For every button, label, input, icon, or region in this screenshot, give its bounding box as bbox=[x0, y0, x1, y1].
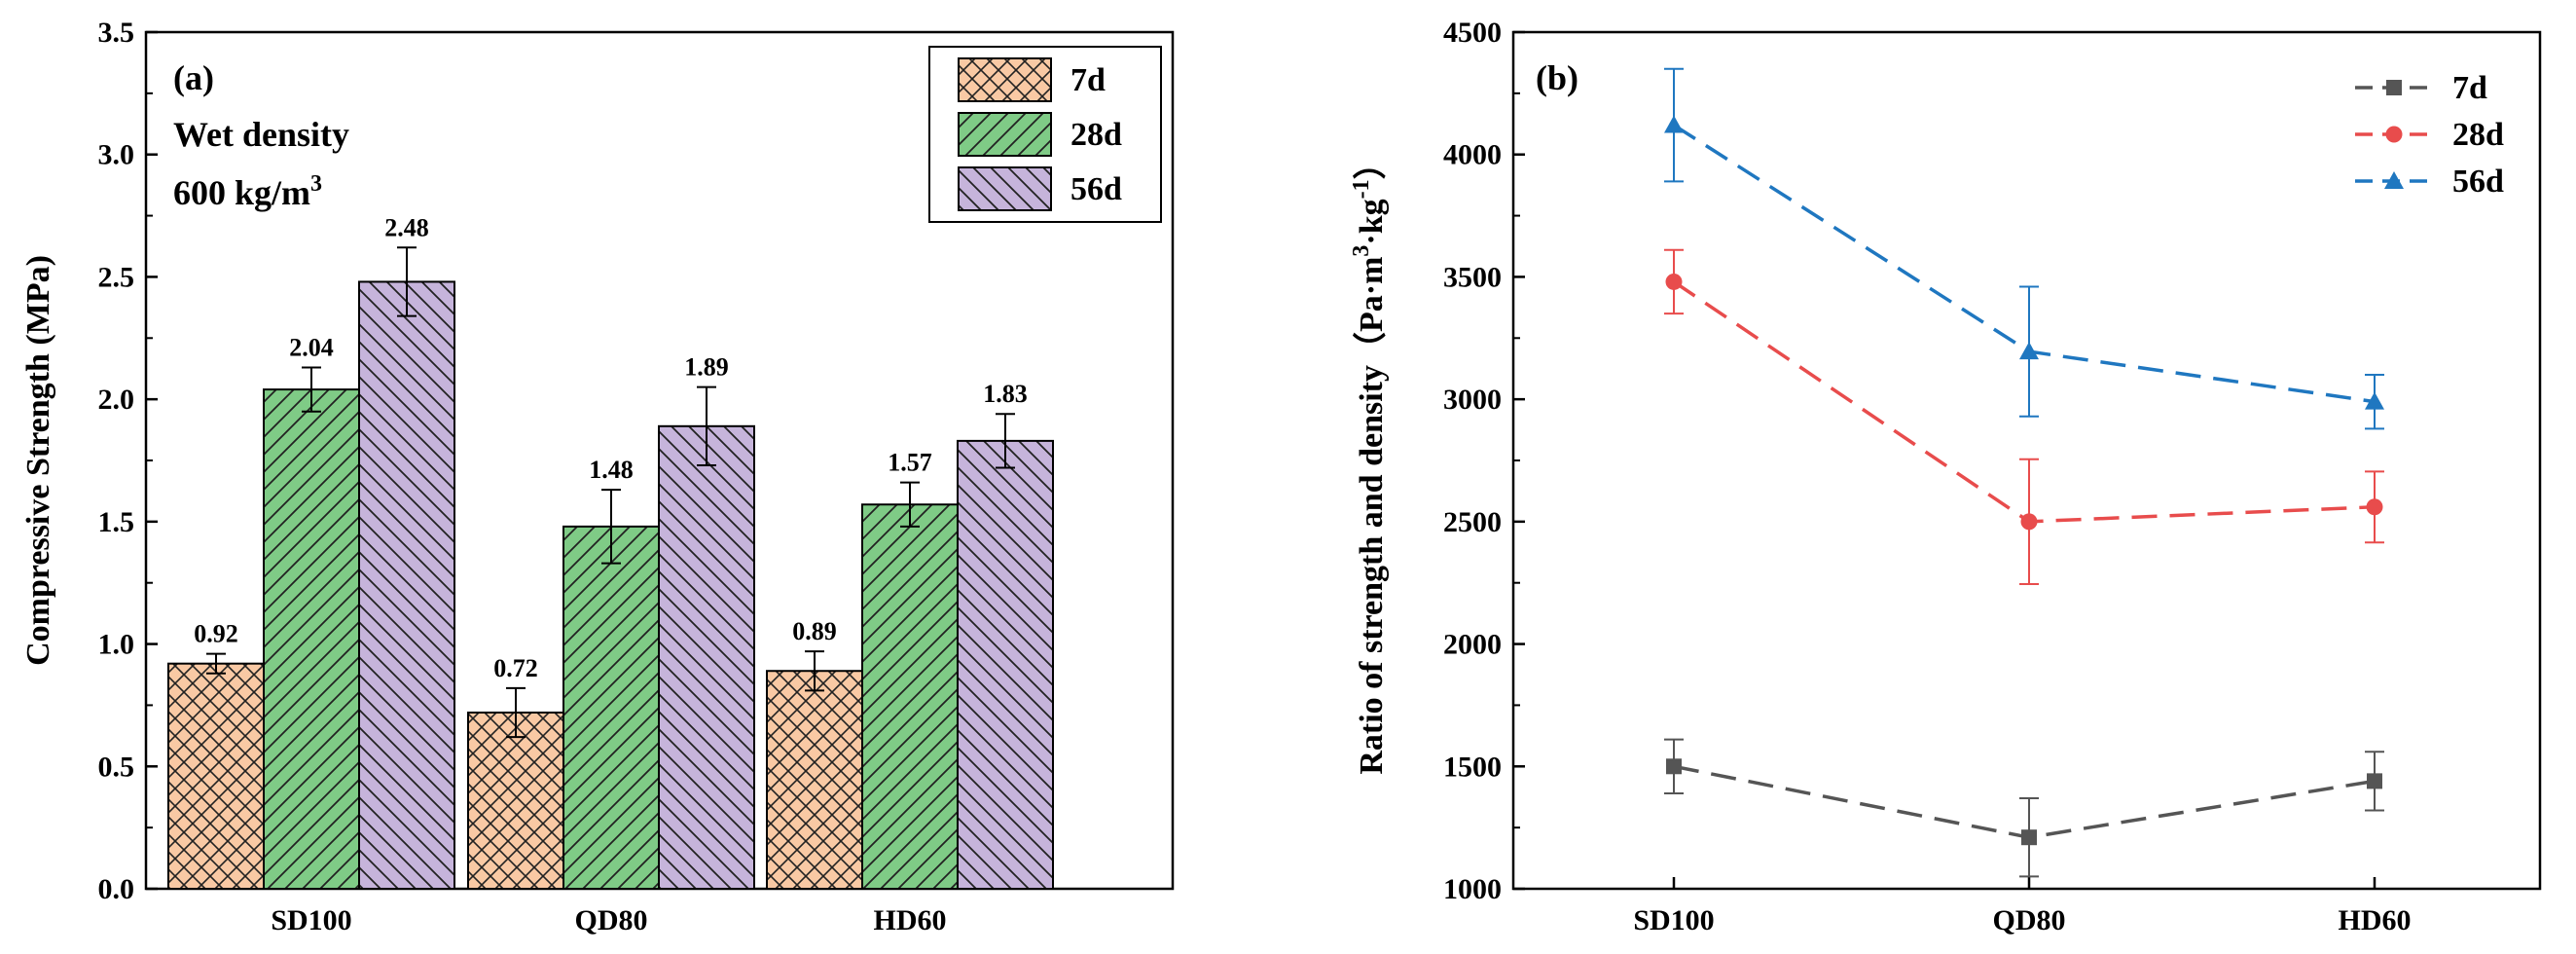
bar-28d-SD100 bbox=[263, 388, 360, 891]
data-point-28d-QD80 bbox=[2020, 513, 2038, 531]
bar-28d-HD60 bbox=[861, 503, 959, 890]
bar-56d-HD60 bbox=[957, 439, 1054, 890]
legend-label-28d: 28d bbox=[1070, 117, 1122, 153]
panel-a-label: (a) bbox=[173, 58, 214, 97]
annotation-density-value: 600 kg/m3 bbox=[173, 171, 322, 212]
series-line-28d bbox=[1673, 280, 2376, 524]
panel-b-x-tick-label: SD100 bbox=[1633, 904, 1714, 936]
bar-56d-SD100 bbox=[358, 280, 455, 890]
panel-b-x-tick-label: HD60 bbox=[2339, 904, 2412, 936]
panel-a-y-tick-label: 3.0 bbox=[98, 139, 135, 171]
data-point-28d-SD100 bbox=[1665, 273, 1683, 290]
panel-a-x-tick-label: SD100 bbox=[271, 904, 351, 936]
legend-swatch-28d bbox=[958, 112, 1052, 157]
legend-label-28d: 28d bbox=[2452, 117, 2504, 153]
panel-a-x-tick-label: HD60 bbox=[874, 904, 947, 936]
panel-a-y-tick-label: 2.0 bbox=[98, 384, 135, 416]
bar-data-label: 1.83 bbox=[983, 380, 1028, 408]
panel-a-chart: 0.0 0.5 1.0 1.5 2.0 2.5 3.0 3.5 SD100 QD80 HD60 0… bbox=[20, 17, 1175, 936]
data-point-28d-HD60 bbox=[2366, 498, 2383, 516]
data-point-7d-QD80 bbox=[2021, 829, 2037, 846]
bar-data-label: 0.72 bbox=[493, 654, 538, 682]
panel-b-chart: 1000 1500 2000 2500 3000 3500 4000 4500 SD100 QD… bbox=[1349, 17, 2542, 936]
bar-data-label: 2.48 bbox=[384, 213, 429, 241]
panel-a-y-tick-label: 0.5 bbox=[98, 751, 135, 783]
legend-label-7d: 7d bbox=[2452, 70, 2487, 106]
bar-data-label: 1.89 bbox=[684, 353, 729, 382]
bar-7d-HD60 bbox=[766, 670, 863, 890]
panel-b-y-tick-label: 4000 bbox=[1443, 139, 1502, 171]
bar-56d-QD80 bbox=[658, 424, 755, 890]
bar-data-label: 1.48 bbox=[589, 456, 634, 484]
bar-7d-SD100 bbox=[167, 662, 265, 891]
panel-a-y-tick-label: 1.0 bbox=[98, 629, 135, 661]
bar-28d-QD80 bbox=[562, 525, 660, 891]
data-point-7d-HD60 bbox=[2367, 773, 2382, 789]
bar-data-label: 0.89 bbox=[792, 617, 837, 645]
panel-b-y-tick-label: 1000 bbox=[1443, 873, 1502, 905]
data-point-56d-QD80 bbox=[2019, 342, 2039, 360]
panel-b-y-tick-label: 3000 bbox=[1443, 384, 1502, 416]
panel-b-y-tick-label: 2500 bbox=[1443, 506, 1502, 538]
panel-b-y-tick-label: 3500 bbox=[1443, 261, 1502, 293]
legend-marker-56d bbox=[2384, 171, 2404, 189]
legend-label-7d: 7d bbox=[1070, 62, 1106, 98]
panel-a-y-tick-label: 0.0 bbox=[98, 873, 135, 905]
panel-b-legend: 7d 28d 56d bbox=[2355, 70, 2504, 200]
panel-b-y-tick-label: 4500 bbox=[1443, 17, 1502, 49]
data-point-56d-SD100 bbox=[1664, 115, 1684, 133]
annotation-wet-density: Wet density bbox=[173, 115, 349, 154]
panel-a-y-axis-title: Compressive Strength (MPa) bbox=[20, 255, 56, 666]
legend-swatch-7d bbox=[958, 57, 1052, 102]
data-point-7d-SD100 bbox=[1666, 758, 1682, 775]
bar-data-label: 1.57 bbox=[888, 449, 932, 477]
panel-b-y-tick-label: 2000 bbox=[1443, 629, 1502, 661]
panel-b-x-tick-label: QD80 bbox=[1993, 904, 2066, 936]
legend-marker-28d bbox=[2385, 126, 2403, 143]
data-point-56d-HD60 bbox=[2365, 391, 2384, 410]
series-line-7d bbox=[1673, 764, 2376, 839]
panel-a-y-tick-label: 2.5 bbox=[98, 261, 135, 293]
legend-marker-7d bbox=[2386, 80, 2402, 95]
panel-a-y-tick-label: 3.5 bbox=[98, 17, 135, 49]
legend-label-56d: 56d bbox=[1070, 171, 1122, 207]
legend-label-56d: 56d bbox=[2452, 164, 2504, 200]
bar-data-label: 2.04 bbox=[289, 333, 334, 361]
bar-data-label: 0.92 bbox=[194, 620, 238, 648]
panel-b-y-tick-label: 1500 bbox=[1443, 751, 1502, 783]
series-line-56d bbox=[1673, 124, 2376, 404]
panel-a-legend: 7d 28d 56d bbox=[928, 46, 1162, 223]
bar-7d-QD80 bbox=[467, 711, 564, 890]
legend-swatch-56d bbox=[958, 166, 1052, 211]
panel-b-y-axis-title: Ratio of strength and density（Pa·m3·kg-1… bbox=[1349, 146, 1390, 774]
panel-a-x-tick-label: QD80 bbox=[575, 904, 648, 936]
panel-a-y-tick-label: 1.5 bbox=[98, 506, 135, 538]
panel-b-label: (b) bbox=[1536, 58, 1578, 97]
